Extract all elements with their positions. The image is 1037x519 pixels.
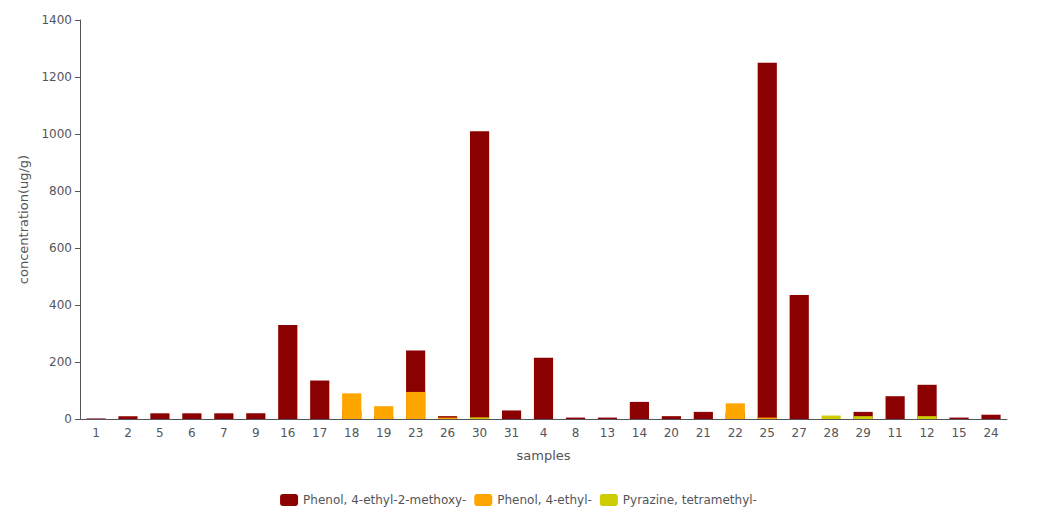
- svg-text:1: 1: [92, 426, 100, 440]
- svg-text:23: 23: [408, 426, 423, 440]
- svg-text:11: 11: [887, 426, 902, 440]
- svg-text:600: 600: [49, 241, 72, 255]
- svg-text:1200: 1200: [41, 70, 72, 84]
- svg-text:400: 400: [49, 298, 72, 312]
- svg-text:0: 0: [64, 412, 72, 426]
- svg-text:20: 20: [664, 426, 679, 440]
- svg-text:200: 200: [49, 355, 72, 369]
- svg-text:13: 13: [600, 426, 615, 440]
- svg-text:Pyrazine, tetramethyl-: Pyrazine, tetramethyl-: [623, 493, 757, 507]
- svg-text:1400: 1400: [41, 13, 72, 27]
- svg-text:16: 16: [280, 426, 295, 440]
- svg-text:Phenol, 4-ethyl-: Phenol, 4-ethyl-: [497, 493, 592, 507]
- svg-text:22: 22: [728, 426, 743, 440]
- svg-text:1000: 1000: [41, 127, 72, 141]
- svg-text:15: 15: [951, 426, 966, 440]
- svg-text:29: 29: [856, 426, 871, 440]
- svg-text:4: 4: [540, 426, 548, 440]
- svg-text:28: 28: [824, 426, 839, 440]
- svg-text:9: 9: [252, 426, 260, 440]
- svg-text:19: 19: [376, 426, 391, 440]
- svg-text:7: 7: [220, 426, 228, 440]
- svg-text:Phenol, 4-ethyl-2-methoxy-: Phenol, 4-ethyl-2-methoxy-: [303, 493, 466, 507]
- svg-text:30: 30: [472, 426, 487, 440]
- svg-text:6: 6: [188, 426, 196, 440]
- svg-text:samples: samples: [516, 448, 570, 463]
- svg-text:12: 12: [919, 426, 934, 440]
- svg-text:24: 24: [983, 426, 998, 440]
- svg-text:21: 21: [696, 426, 711, 440]
- svg-text:25: 25: [760, 426, 775, 440]
- svg-text:8: 8: [572, 426, 580, 440]
- svg-text:800: 800: [49, 184, 72, 198]
- svg-text:concentration(ug/g): concentration(ug/g): [16, 155, 31, 284]
- svg-text:31: 31: [504, 426, 519, 440]
- svg-text:5: 5: [156, 426, 164, 440]
- svg-text:27: 27: [792, 426, 807, 440]
- svg-text:17: 17: [312, 426, 327, 440]
- svg-text:2: 2: [124, 426, 132, 440]
- svg-text:18: 18: [344, 426, 359, 440]
- svg-text:14: 14: [632, 426, 647, 440]
- svg-text:26: 26: [440, 426, 455, 440]
